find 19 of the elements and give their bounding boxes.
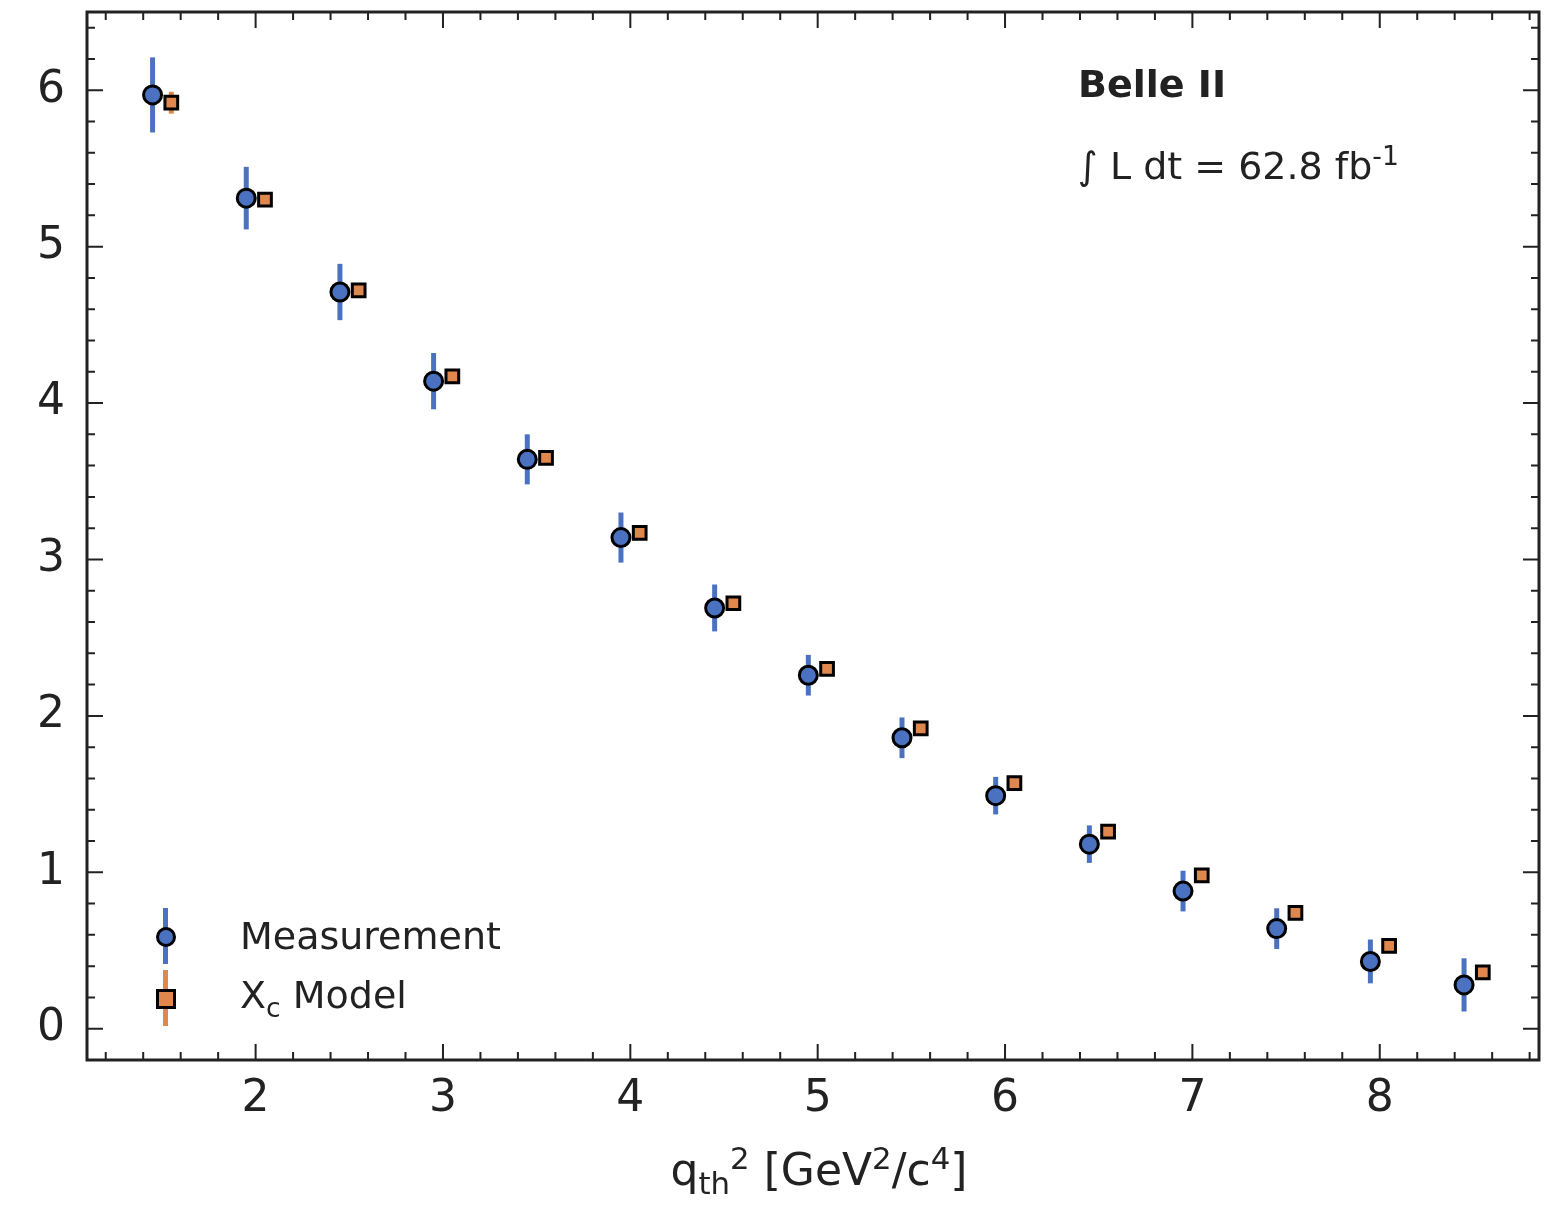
y-tick-label: 1 [37,842,65,894]
annotation: Belle II [1078,62,1227,106]
y-tick-label: 4 [37,373,65,425]
x-tick-label: 8 [1365,1070,1394,1122]
x-tick-label: 3 [428,1070,457,1122]
y-tick-label: 6 [37,60,65,112]
y-tick-label: 0 [37,999,65,1051]
legend-label: X$_{c}$ Model [240,973,407,1023]
y-tick-label: 5 [37,217,65,269]
y-tick-label: 3 [37,529,65,581]
x-tick-label: 7 [1178,1070,1207,1122]
x-tick-label: 2 [241,1070,270,1122]
legend-label: Measurement [240,914,501,958]
y-tick-label: 2 [37,686,65,738]
x-axis-title: q$_{th}$$^{2}$ [GeV$^{2}$/c$^{4}$] [669,1140,969,1202]
x-tick-label: 5 [803,1070,832,1122]
annotation: ∫ L dt = 62.8 fb$^{-1}$ [1078,140,1399,188]
x-tick-label: 4 [616,1070,645,1122]
x-tick-label: 6 [991,1070,1020,1122]
